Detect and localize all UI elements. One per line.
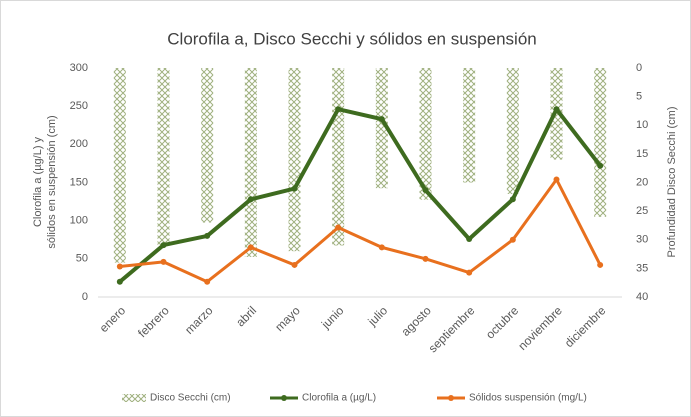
y-axis-title: sólidos en suspensión (cm) [46,115,58,248]
y-tick-label: 0 [82,291,88,303]
legend-swatch [448,395,454,401]
marker [597,162,604,169]
y-tick-label: 200 [70,138,88,150]
y-tick-label: 150 [70,176,88,188]
marker [335,224,342,231]
legend-swatch [281,395,287,401]
marker [422,187,429,194]
marker [422,255,429,262]
marker [116,263,123,270]
legend-label: Clorofila a (µg/L) [302,393,376,404]
line [119,177,602,284]
line [118,107,602,284]
marker [509,196,516,203]
chart-title: Clorofila a, Disco Secchi y sólidos en s… [167,29,536,48]
bar [506,68,519,194]
bar [288,68,301,252]
marker [204,278,211,285]
y2-tick-label: 15 [636,148,648,160]
bar [375,68,388,189]
marker [553,106,560,113]
legend-label: Sólidos suspensión (mg/L) [469,393,587,404]
y2-tick-label: 30 [636,234,648,246]
marker [335,106,342,113]
bar [463,68,476,183]
bar [244,68,257,257]
marker [597,261,604,268]
marker [291,261,298,268]
y-tick-label: 50 [76,253,88,265]
bar [113,68,126,263]
legend-swatch [122,394,146,402]
marker [466,235,473,242]
marker [378,116,385,123]
bar [419,68,432,200]
bar [594,68,607,217]
marker [160,258,167,265]
y2-axis-title: Profundidad Disco Secchi (cm) [666,106,678,257]
legend-label: Disco Secchi (cm) [150,393,231,404]
marker [378,244,385,251]
marker [247,244,254,251]
marker [291,185,298,192]
marker [553,176,560,183]
y-tick-label: 100 [70,215,88,227]
marker [466,269,473,276]
marker [509,236,516,243]
y-tick-label: 300 [70,62,88,74]
y-axis-title: Clorofila a (µg/L) y [32,136,44,227]
marker [160,242,167,249]
marker [204,232,211,239]
bar [332,68,345,246]
bar [157,68,170,246]
bar [201,68,214,223]
y2-tick-label: 35 [636,262,648,274]
y-tick-label: 250 [70,100,88,112]
y2-tick-label: 5 [636,91,642,103]
y2-tick-label: 0 [636,62,642,74]
y2-tick-label: 25 [636,205,648,217]
y2-tick-label: 40 [636,291,648,303]
marker [247,196,254,203]
y2-tick-label: 20 [636,176,648,188]
y2-tick-label: 10 [636,119,648,131]
marker [116,278,123,285]
